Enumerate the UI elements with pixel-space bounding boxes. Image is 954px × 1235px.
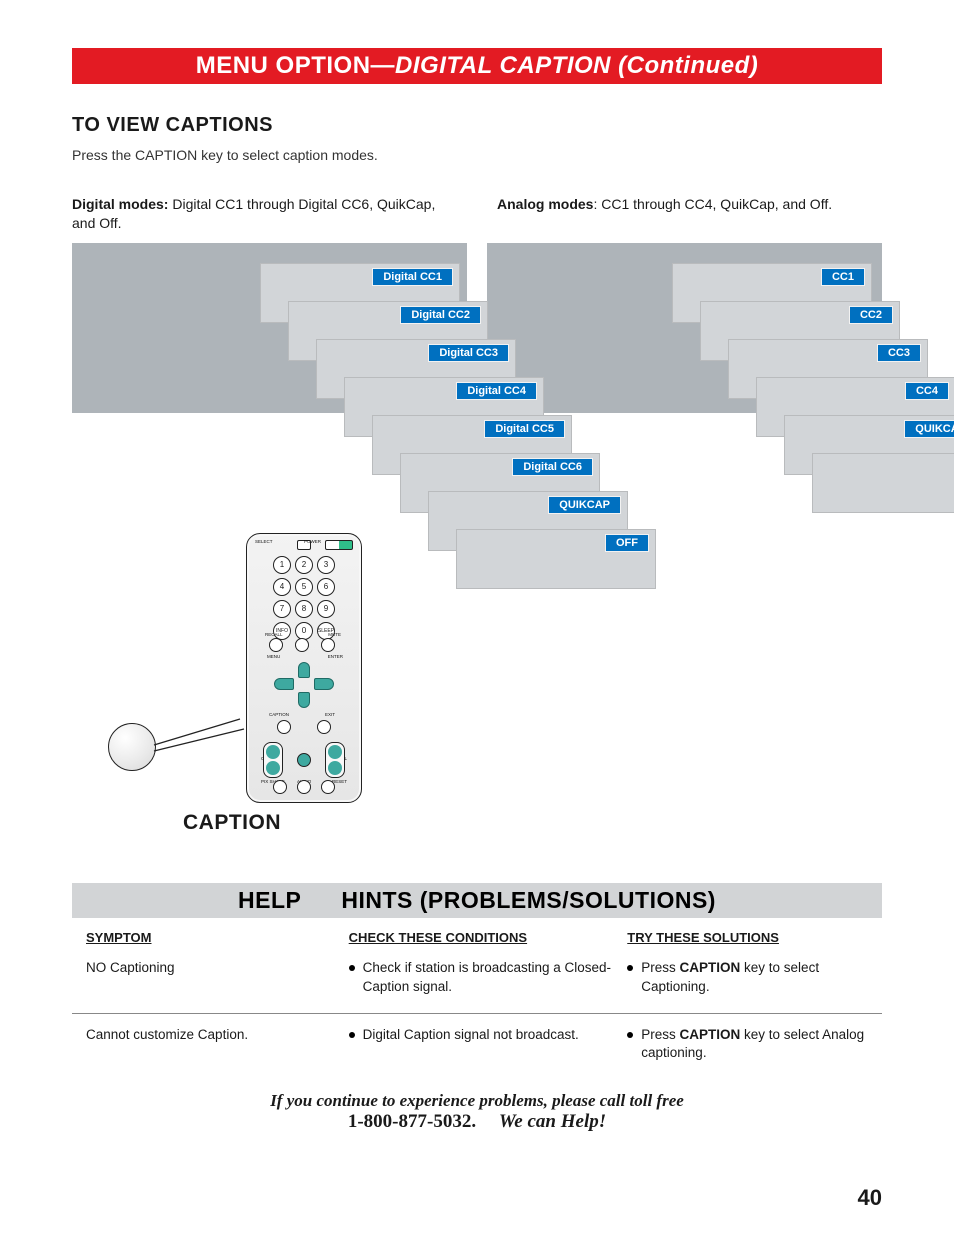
cascade-panel: OFF bbox=[812, 453, 954, 513]
help-row: NO CaptioningCheck if station is broadca… bbox=[72, 955, 882, 1011]
caption-key bbox=[277, 720, 291, 734]
caption-mode-badge: CC1 bbox=[821, 268, 865, 286]
modes-description-row: Digital modes: Digital CC1 through Digit… bbox=[72, 195, 882, 233]
caption-mode-badge: QUIKCAP bbox=[904, 420, 954, 438]
caption-mode-badge: Digital CC4 bbox=[456, 382, 537, 400]
caption-mode-badge: QUIKCAP bbox=[548, 496, 621, 514]
power-button bbox=[325, 540, 353, 550]
page-banner: MENU OPTION—DIGITAL CAPTION (Continued) bbox=[72, 48, 882, 84]
help-table: SYMPTOM CHECK THESE CONDITIONS TRY THESE… bbox=[72, 926, 882, 1078]
page-number: 40 bbox=[858, 1185, 882, 1211]
help-banner: HELPHINTS (PROBLEMS/SOLUTIONS) bbox=[72, 883, 882, 918]
caption-mode-badge: Digital CC3 bbox=[428, 344, 509, 362]
footer: If you continue to experience problems, … bbox=[72, 1091, 882, 1133]
banner-prefix: MENU OPTION— bbox=[196, 52, 395, 79]
caption-mode-badge: Digital CC1 bbox=[372, 268, 453, 286]
col-solution: TRY THESE SOLUTIONS bbox=[627, 930, 882, 945]
remote-illustration: SELECT POWER 123 456 789 INFO0SLEEP RECA… bbox=[102, 533, 362, 835]
help-row: Cannot customize Caption.Digital Caption… bbox=[72, 1022, 882, 1078]
numpad: 123 456 789 INFO0SLEEP bbox=[273, 556, 335, 640]
digital-modes-label: Digital modes: Digital CC1 through Digit… bbox=[72, 195, 457, 233]
section-title: TO VIEW CAPTIONS bbox=[72, 114, 882, 137]
caption-mode-badge: OFF bbox=[605, 534, 649, 552]
analog-modes-label: Analog modes: CC1 through CC4, QuikCap, … bbox=[497, 195, 882, 214]
remote-body: SELECT POWER 123 456 789 INFO0SLEEP RECA… bbox=[246, 533, 362, 803]
caption-callout-label: CAPTION bbox=[102, 811, 362, 835]
col-symptom: SYMPTOM bbox=[86, 930, 349, 945]
cascade-panel: OFF bbox=[456, 529, 656, 589]
callout-dot bbox=[108, 723, 156, 771]
col-check: CHECK THESE CONDITIONS bbox=[349, 930, 628, 945]
caption-mode-badge: CC2 bbox=[849, 306, 893, 324]
banner-suffix: DIGITAL CAPTION (Continued) bbox=[395, 52, 758, 79]
caption-mode-badge: Digital CC5 bbox=[484, 420, 565, 438]
dpad bbox=[274, 662, 334, 708]
caption-mode-badge: CC3 bbox=[877, 344, 921, 362]
caption-mode-badge: Digital CC6 bbox=[512, 458, 593, 476]
caption-mode-badge: Digital CC2 bbox=[400, 306, 481, 324]
diagram-area: Digital CC1 Digital CC2 Digital CC3 Digital… bbox=[72, 243, 882, 883]
caption-mode-badge: CC4 bbox=[905, 382, 949, 400]
instruction-text: Press the CAPTION key to select caption … bbox=[72, 147, 882, 163]
